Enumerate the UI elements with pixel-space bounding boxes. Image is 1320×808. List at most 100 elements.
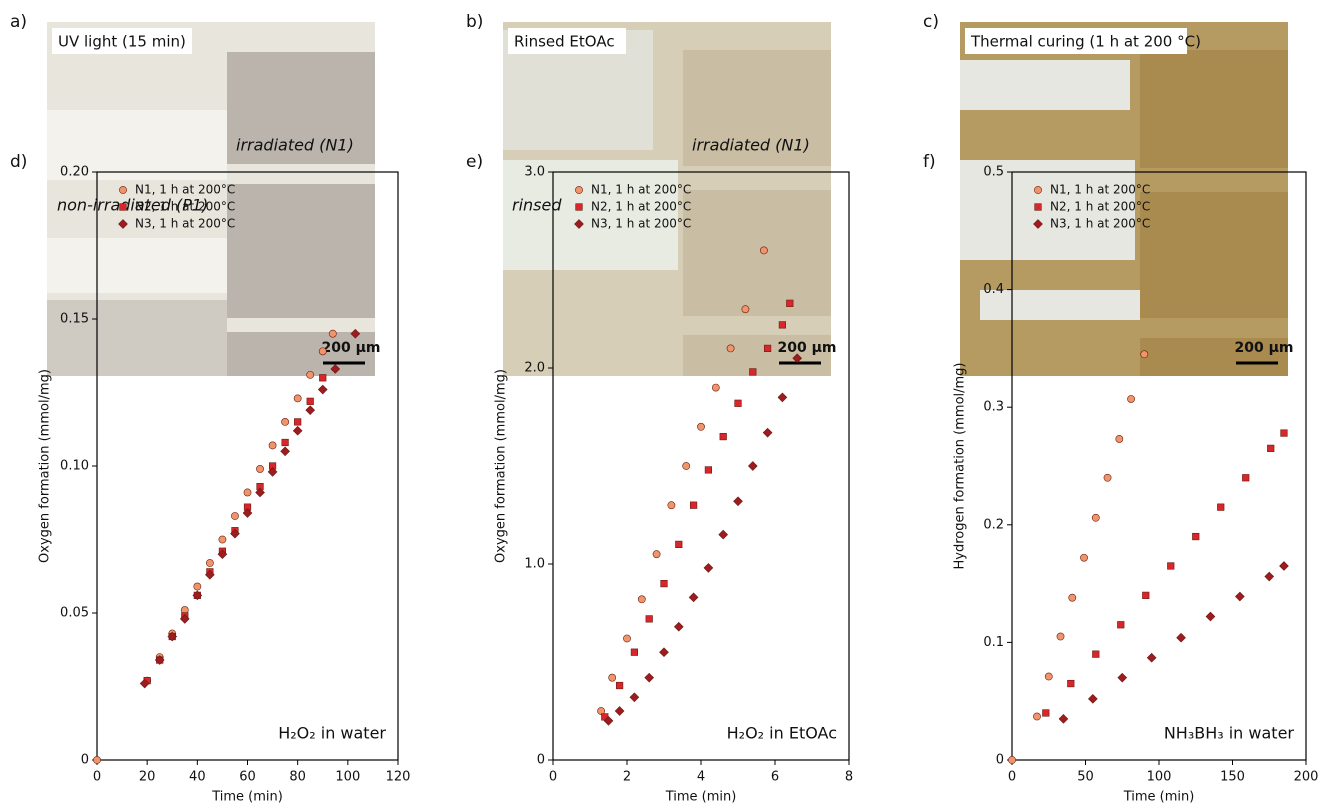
- data-point: [689, 501, 698, 509]
- legend-marker: [575, 203, 583, 211]
- y-tick-label: 0.20: [60, 165, 89, 180]
- legend-label: N2, 1 h at 200°C: [1050, 200, 1150, 214]
- data-point: [1103, 473, 1112, 482]
- annotation: irradiated (N1): [692, 136, 810, 155]
- caption-box: [965, 28, 1187, 54]
- data-point: [1058, 714, 1069, 724]
- pad: [683, 50, 831, 166]
- y-tick-label: 0: [996, 753, 1004, 768]
- data-point: [230, 528, 240, 539]
- legend-marker: [119, 186, 127, 194]
- caption-box: [52, 28, 192, 54]
- data-point: [1140, 350, 1149, 359]
- data-point: [1044, 672, 1053, 681]
- data-point: [1056, 632, 1065, 641]
- y-axis-label: Oxygen formation (mmol/mg): [38, 369, 53, 563]
- data-point: [704, 466, 712, 474]
- annotation: rinsed: [512, 196, 562, 215]
- data-point: [603, 715, 614, 726]
- annotation: H₂O₂ in water: [278, 724, 386, 743]
- data-point: [786, 299, 794, 307]
- pad: [1140, 192, 1288, 318]
- x-tick-label: 0: [93, 770, 101, 785]
- data-point: [1091, 513, 1100, 522]
- strip: [47, 238, 227, 293]
- strip: [503, 160, 678, 270]
- y-tick-label: 0.05: [60, 606, 89, 621]
- x-tick-label: 2: [623, 770, 631, 785]
- data-point: [1280, 429, 1288, 437]
- y-tick-label: 3.0: [524, 165, 545, 180]
- data-point: [328, 329, 337, 338]
- data-point: [93, 756, 101, 764]
- data-point: [615, 681, 624, 690]
- data-point: [1067, 679, 1075, 688]
- legend-marker: [1034, 203, 1042, 211]
- pad: [1140, 50, 1288, 168]
- panel-letter: b): [466, 12, 483, 32]
- chart: f) 0 50 100 150 200 0 0.1 0.2 0.3 0.4 0.5 Time (min)…: [923, 152, 1318, 805]
- data-point: [652, 550, 661, 559]
- y-tick-label: 0.1: [983, 635, 1004, 650]
- data-point: [1092, 650, 1100, 658]
- panel-letter: a): [10, 12, 27, 32]
- y-tick-label: 0.3: [983, 400, 1004, 415]
- x-tick-label: 50: [1077, 770, 1094, 785]
- data-point: [762, 427, 773, 438]
- data-point: [205, 559, 214, 567]
- data-point: [1192, 532, 1200, 541]
- data-point: [734, 399, 742, 407]
- data-point: [645, 615, 653, 623]
- data-point: [792, 353, 803, 364]
- data-point: [719, 432, 727, 441]
- chart: d) 0 20 40 60 80 100 120 0 0.05 0.10 0.15 0.20 Time (…: [10, 152, 410, 805]
- strip: [960, 60, 1130, 110]
- data-point: [597, 707, 605, 715]
- panel-letter: c): [923, 12, 939, 32]
- x-axis-label: Time (min): [1123, 790, 1195, 805]
- photo-c: Thermal curing (1 h at 200 °C) 200 µm c): [923, 12, 1294, 376]
- pad: [227, 184, 375, 318]
- y-tick-label: 2.0: [524, 361, 545, 376]
- strip: [960, 160, 1135, 260]
- pad: [1140, 338, 1288, 376]
- data-point: [242, 508, 253, 518]
- x-tick-label: 150: [1220, 770, 1245, 785]
- data-point: [1167, 562, 1175, 570]
- data-point: [167, 631, 178, 642]
- pad: [683, 335, 831, 376]
- data-point: [281, 438, 289, 447]
- y-tick-label: 0: [537, 753, 545, 768]
- data-point: [305, 405, 316, 415]
- data-point: [659, 647, 669, 658]
- x-tick-label: 4: [697, 770, 705, 785]
- data-point: [350, 328, 361, 339]
- data-point: [673, 621, 684, 632]
- scale-label: 200 µm: [322, 340, 381, 356]
- caption-box: [508, 28, 626, 54]
- data-point: [268, 441, 277, 450]
- data-point: [778, 321, 786, 329]
- data-point: [243, 488, 252, 497]
- data-point: [1279, 561, 1289, 571]
- y-tick-label: 1.0: [524, 557, 545, 572]
- data-point: [1033, 712, 1041, 721]
- legend-marker: [119, 203, 127, 211]
- data-point: [741, 305, 750, 314]
- data-point: [682, 462, 691, 470]
- data-point: [763, 344, 772, 353]
- data-point: [1127, 395, 1135, 403]
- data-point: [675, 540, 683, 548]
- data-point: [1235, 591, 1245, 602]
- data-point: [306, 397, 314, 405]
- data-point: [1176, 632, 1186, 643]
- strip: [47, 300, 227, 376]
- panel-letter: f): [923, 152, 936, 172]
- panel-letter: e): [466, 152, 483, 172]
- data-point: [629, 692, 640, 703]
- data-point: [630, 648, 638, 656]
- data-point: [306, 370, 315, 379]
- legend-label: N3, 1 h at 200°C: [1050, 217, 1150, 231]
- data-point: [1142, 591, 1150, 599]
